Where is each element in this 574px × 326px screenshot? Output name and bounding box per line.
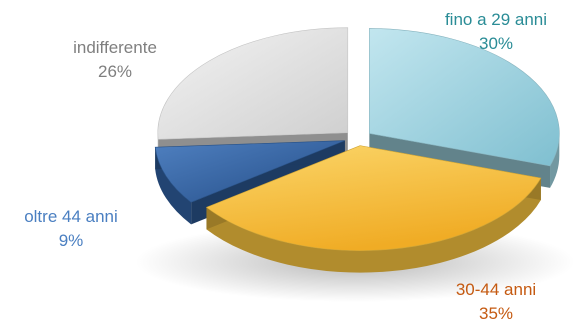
label-category: 30-44 anni [455, 280, 537, 299]
label-30-44-anni: 30-44 anni 35% [420, 278, 572, 326]
label-fino-a-29-anni: fino a 29 anni 30% [420, 8, 572, 56]
slice-fino-a-29-anni-top [369, 28, 560, 167]
label-value: 26% [97, 62, 133, 81]
label-category: fino a 29 anni [444, 10, 548, 29]
slice-30-44-anni-top [205, 145, 542, 251]
slice-fino-a-29-anni-wall [550, 133, 560, 188]
label-value: 35% [478, 304, 514, 323]
label-category: indifferente [73, 38, 157, 57]
slice-30-44-anni [205, 145, 542, 273]
label-indifferente: indifferente 26% [40, 36, 190, 84]
label-oltre-44-anni: oltre 44 anni 9% [0, 205, 142, 253]
label-value: 30% [478, 34, 514, 53]
label-value: 9% [58, 231, 84, 250]
slice-indifferente-top [157, 27, 349, 140]
label-category: oltre 44 anni [24, 207, 118, 226]
slice-30-44-anni-wall [206, 178, 541, 273]
slice-oltre-44-anni-top [154, 140, 345, 203]
